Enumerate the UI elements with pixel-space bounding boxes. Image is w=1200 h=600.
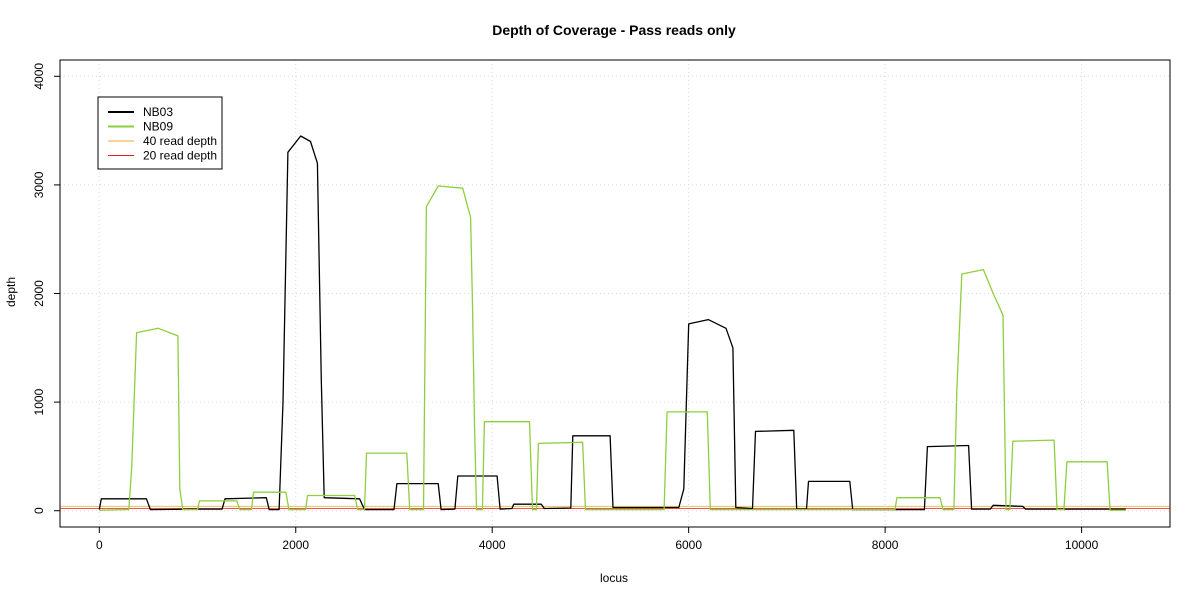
axes: 0 2000 4000 6000 8000 10000 0 1000 2000 3000 4000 (32, 63, 1099, 552)
x-axis-label: locus (600, 571, 628, 585)
x-tick-label: 8000 (872, 538, 899, 552)
legend-label: 40 read depth (143, 134, 217, 148)
x-tick-label: 4000 (479, 538, 506, 552)
chart-title: Depth of Coverage - Pass reads only (492, 22, 736, 38)
y-tick-label: 1000 (32, 388, 46, 415)
y-axis-label: depth (4, 277, 18, 307)
legend-box (97, 96, 223, 170)
series-lines (98, 135, 1126, 511)
y-tick-label: 0 (32, 507, 46, 514)
legend-label: NB09 (143, 120, 173, 134)
y-tick-label: 3000 (32, 171, 46, 198)
legend-label: 20 read depth (143, 149, 217, 163)
grid-lines (60, 60, 1170, 527)
x-tick-label: 6000 (675, 538, 702, 552)
x-tick-label: 10000 (1065, 538, 1099, 552)
series-line-nb09 (99, 185, 1126, 511)
series-line-nb03 (98, 135, 1126, 511)
x-tick-label: 2000 (282, 538, 309, 552)
legend-label: NB03 (143, 105, 173, 119)
y-tick-label: 2000 (32, 280, 46, 307)
x-tick-label: 0 (96, 538, 103, 552)
plot-frame (59, 59, 1171, 528)
y-tick-label: 4000 (32, 63, 46, 90)
